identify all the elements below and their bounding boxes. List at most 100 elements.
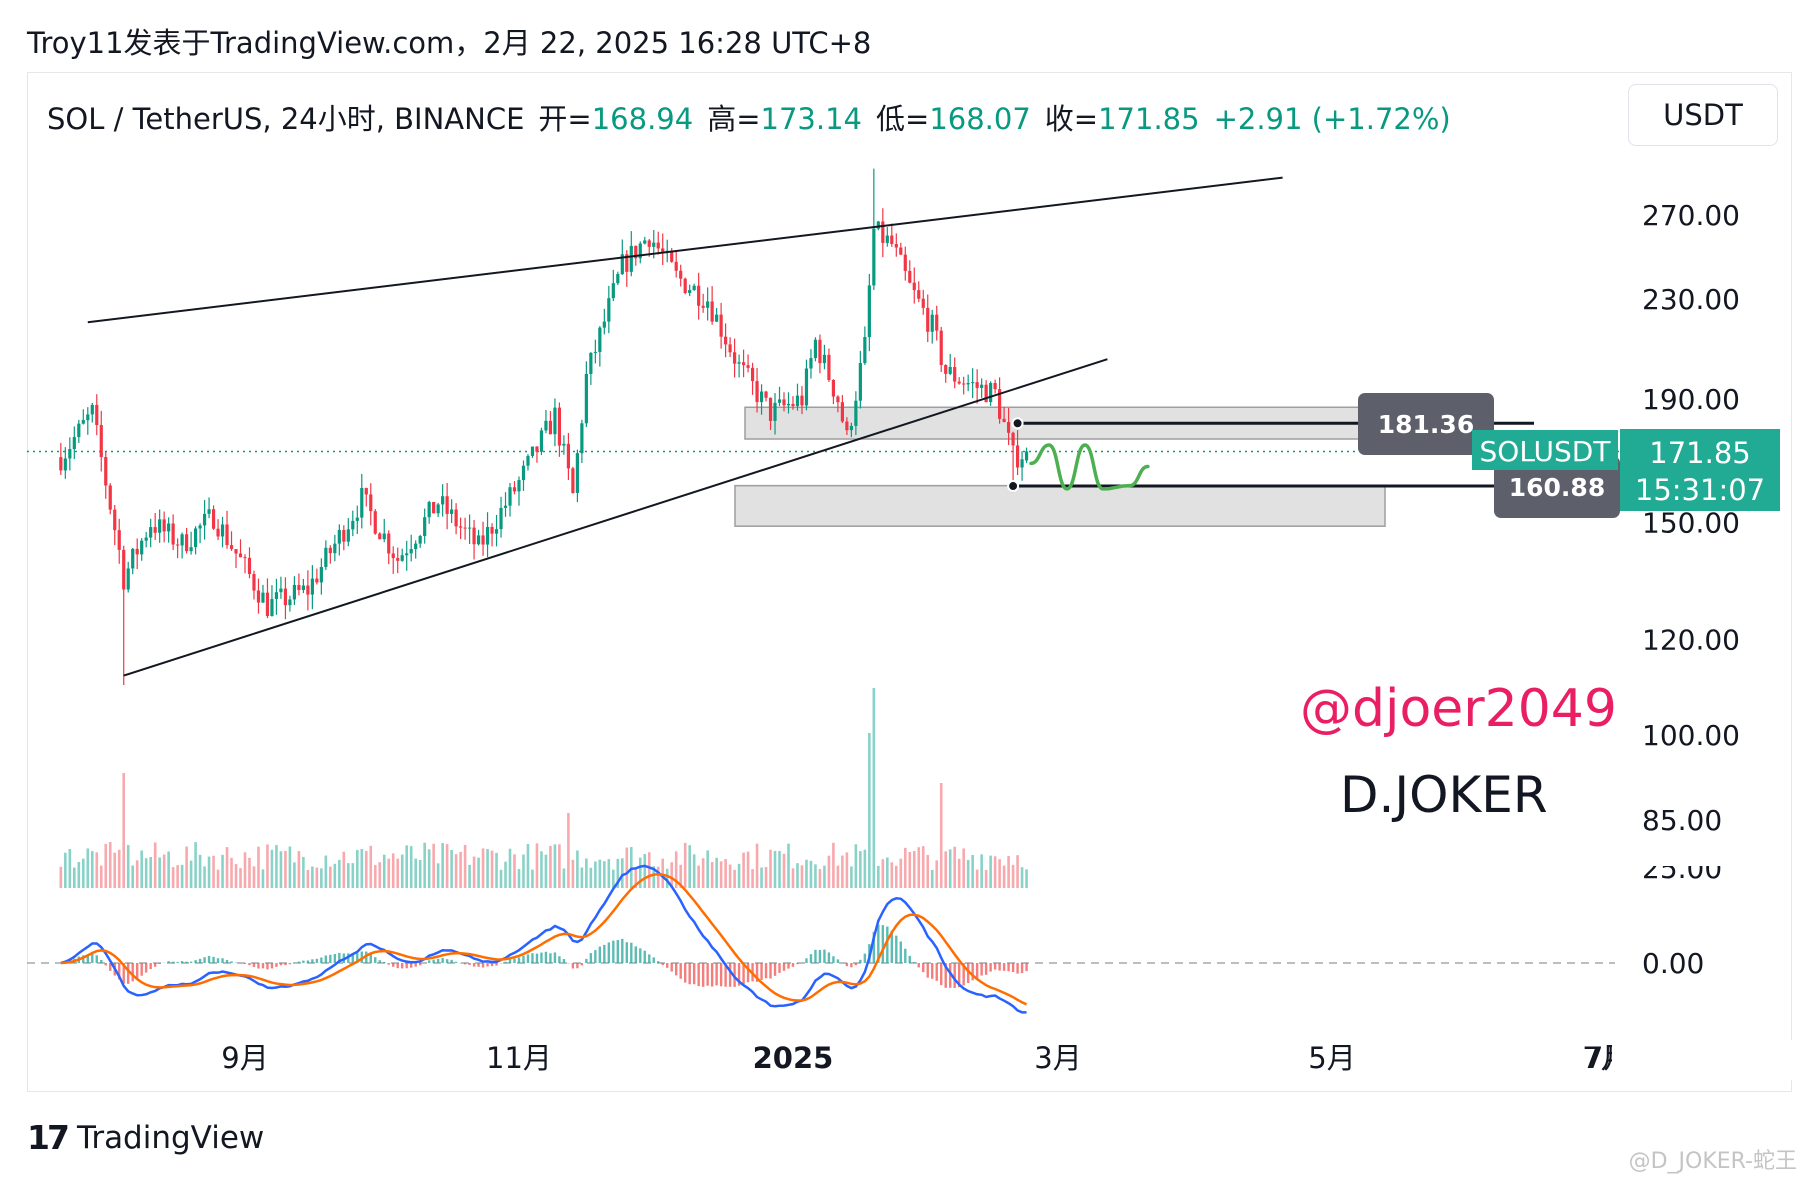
macd-histogram-bar	[248, 963, 251, 966]
volume-bar	[553, 844, 557, 888]
macd-histogram-bar	[805, 958, 808, 963]
candle-body	[378, 533, 382, 540]
volume-bar	[387, 858, 391, 888]
candle-body	[944, 365, 948, 374]
candle-body	[81, 420, 85, 424]
volume-bar	[531, 869, 534, 888]
volume-bar	[971, 854, 974, 888]
candle-body	[795, 395, 800, 406]
candle-body	[202, 513, 207, 526]
volume-bar	[293, 862, 296, 888]
candle-body	[252, 574, 256, 591]
volume-bar	[333, 863, 337, 888]
chart-frame	[27, 72, 1792, 1092]
candle-body	[229, 545, 234, 550]
volume-bar	[621, 858, 624, 888]
macd-histogram-bar	[490, 963, 494, 967]
candle-body	[593, 351, 597, 353]
volume-bar	[769, 849, 772, 888]
candle-body	[225, 524, 229, 546]
candle-body	[984, 384, 988, 403]
macd-histogram-bar	[827, 952, 831, 963]
volume-bar	[773, 850, 777, 888]
macd-histogram-bar	[1020, 963, 1024, 973]
volume-bar	[400, 854, 404, 888]
macd-histogram-bar	[297, 961, 301, 963]
candle-body	[135, 548, 139, 555]
candle-body	[328, 547, 332, 554]
macd-histogram-bar	[778, 963, 781, 973]
volume-bar	[638, 857, 642, 888]
candle-body	[827, 354, 831, 381]
volume-bar	[899, 858, 903, 888]
candle-body	[939, 330, 943, 366]
volume-bar	[131, 865, 135, 888]
candle-body	[319, 566, 323, 583]
candle-body	[840, 402, 844, 422]
volume-bar	[513, 854, 516, 888]
candle-body	[921, 298, 925, 308]
macd-histogram-bar	[863, 953, 867, 963]
legend-symbol[interactable]: SOL / TetherUS, 24小时, BINANCE	[47, 102, 525, 136]
volume-bar	[594, 861, 597, 888]
macd-histogram-bar	[553, 952, 557, 963]
volume-bar	[490, 850, 494, 888]
candle-body	[481, 535, 485, 545]
candle-body	[544, 420, 548, 431]
candle-body	[903, 254, 907, 271]
macd-histogram-bar	[1025, 963, 1028, 972]
macd-histogram-bar	[877, 924, 880, 963]
macd-histogram-bar	[675, 963, 678, 976]
volume-bar	[126, 845, 130, 888]
candle-body	[849, 425, 853, 431]
candle-body	[548, 420, 553, 435]
volume-bar	[153, 842, 157, 888]
candle-body	[800, 395, 804, 406]
volume-bar	[607, 859, 611, 888]
macd-histogram-bar	[436, 958, 440, 963]
macd-histogram-bar	[719, 963, 723, 987]
macd-histogram-bar	[1002, 963, 1006, 971]
price-tick-label: 100.00	[1642, 719, 1740, 752]
candle-body	[265, 592, 270, 617]
candle-body	[741, 362, 746, 366]
projection-curve	[1029, 443, 1150, 491]
candle-body	[72, 437, 76, 450]
volume-bar	[311, 866, 314, 888]
volume-bar	[396, 858, 400, 888]
macd-histogram-bar	[369, 953, 372, 963]
candle-body	[661, 248, 665, 253]
volume-bar	[1016, 855, 1019, 888]
volume-bar	[104, 843, 108, 888]
attribution-header: Troy11发表于TradingView.com，2月 22, 2025 16:…	[27, 26, 872, 60]
volume-bar	[625, 847, 629, 888]
volume-bar	[930, 869, 934, 888]
volume-bar	[877, 865, 880, 888]
candle-body	[256, 590, 261, 603]
candle-body	[450, 509, 454, 514]
candle-body	[602, 321, 606, 328]
macd-histogram-bar	[692, 963, 696, 985]
macd-histogram-bar	[100, 959, 103, 963]
candle-body	[418, 536, 422, 544]
candle-body	[831, 380, 836, 397]
candle-body	[858, 363, 862, 401]
volume-bar	[903, 847, 907, 888]
macd-histogram-bar	[648, 954, 651, 963]
macd-histogram-bar	[320, 957, 323, 963]
macd-histogram-bar	[585, 958, 588, 963]
time-tick-label: 5月	[1308, 1041, 1355, 1075]
candle-body	[346, 529, 350, 542]
footer-brand[interactable]: 17 TradingView	[27, 1118, 264, 1157]
currency-unit-button[interactable]: USDT	[1628, 84, 1778, 146]
macd-histogram-bar	[683, 963, 687, 983]
macd-histogram-bar	[845, 963, 849, 967]
candle-body	[108, 485, 112, 510]
candle-body	[90, 404, 94, 415]
macd-histogram-bar	[886, 926, 889, 963]
candle-body	[894, 244, 898, 248]
macd-histogram-bar	[764, 963, 768, 979]
macd-histogram-bar	[338, 952, 341, 963]
candle-body	[153, 527, 157, 533]
